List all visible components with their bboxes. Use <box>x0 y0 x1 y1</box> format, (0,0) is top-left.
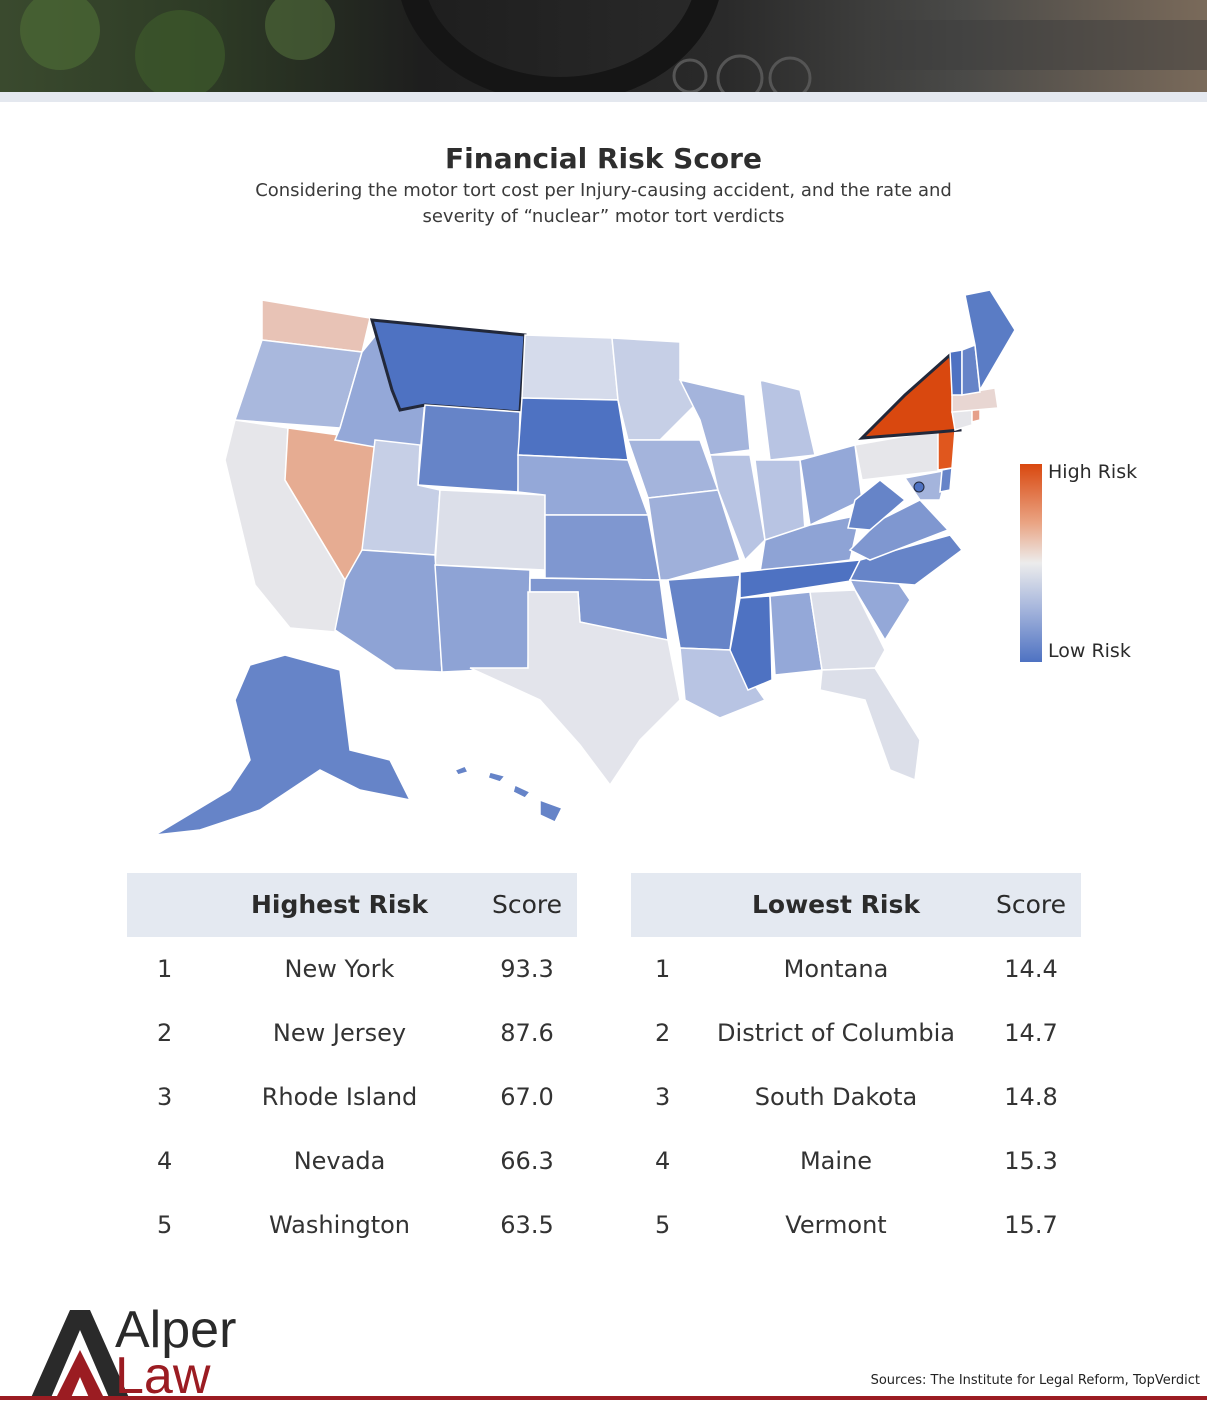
state-georgia <box>809 589 886 671</box>
rank-cell: 3 <box>157 1083 173 1111</box>
state-texas <box>469 591 681 787</box>
chart-title: Financial Risk Score <box>445 142 762 175</box>
score-cell: 93.3 <box>500 955 554 983</box>
state-arizona <box>334 549 443 673</box>
lowest-risk-header-score: Score <box>995 890 1067 919</box>
state-cell: New Jersey <box>272 1019 407 1047</box>
table-row: 3 Rhode Island 67.0 <box>127 1065 577 1129</box>
state-missouri <box>647 489 741 581</box>
table-row: 2 New Jersey 87.6 <box>127 1001 577 1065</box>
state-south-dakota <box>517 397 629 461</box>
lowest-risk-header-label: Lowest Risk <box>751 890 921 919</box>
state-montana <box>369 318 527 414</box>
state-louisiana <box>679 647 767 719</box>
state-cell: South Dakota <box>754 1083 918 1111</box>
highest-risk-header-label: Highest Risk <box>250 890 428 919</box>
score-cell: 14.7 <box>1004 1019 1058 1047</box>
legend-color-scale <box>1020 464 1042 662</box>
table-row: 5 Vermont 15.7 <box>631 1193 1081 1257</box>
state-new-jersey <box>937 429 956 471</box>
state-cell: Rhode Island <box>261 1083 418 1111</box>
highest-risk-table-header: Highest Risk Score <box>127 873 577 937</box>
legend-high-label: High Risk <box>1048 461 1138 483</box>
table-row: 5 Washington 63.5 <box>127 1193 577 1257</box>
subtitle-line-1: Considering the motor tort cost per Inju… <box>255 180 952 201</box>
state-minnesota <box>611 337 702 441</box>
district-of-columbia-marker <box>913 481 925 493</box>
state-michigan <box>759 379 816 461</box>
state-illinois <box>709 454 766 562</box>
state-cell: New York <box>284 955 395 983</box>
logo-text-law: Law <box>115 1347 211 1405</box>
table-row: 3 South Dakota 14.8 <box>631 1065 1081 1129</box>
state-cell: Washington <box>268 1211 411 1239</box>
state-new-york <box>858 352 962 440</box>
state-arkansas <box>667 574 741 651</box>
state-wyoming <box>417 404 521 493</box>
lowest-risk-table-header: Lowest Risk Score <box>631 873 1081 937</box>
rank-cell: 2 <box>655 1019 671 1047</box>
rank-cell: 1 <box>655 955 671 983</box>
state-vermont <box>949 349 963 396</box>
state-cell: Vermont <box>785 1211 887 1239</box>
state-west-virginia <box>847 479 907 531</box>
state-kansas <box>544 514 661 581</box>
alper-law-logo-mark <box>30 1310 130 1400</box>
state-colorado <box>434 489 546 571</box>
score-cell: 63.5 <box>500 1211 554 1239</box>
table-row: 4 Maine 15.3 <box>631 1129 1081 1193</box>
score-cell: 66.3 <box>500 1147 554 1175</box>
rank-cell: 5 <box>655 1211 671 1239</box>
table-row: 1 New York 93.3 <box>127 937 577 1001</box>
state-cell: Nevada <box>293 1147 386 1175</box>
chart-subtitle: Considering the motor tort cost per Inju… <box>230 178 977 230</box>
lowest-risk-table: Lowest Risk Score 1 Montana 14.4 2 Distr… <box>631 873 1081 1257</box>
table-row: 2 District of Columbia 14.7 <box>631 1001 1081 1065</box>
hero-photo <box>0 0 1207 92</box>
state-florida <box>819 667 921 782</box>
dashboard-image <box>20 0 1207 92</box>
highest-risk-table: Highest Risk Score 1 New York 93.3 2 New… <box>127 873 577 1257</box>
rank-cell: 2 <box>157 1019 173 1047</box>
hero-strip <box>0 92 1207 102</box>
state-wisconsin <box>678 378 751 456</box>
score-cell: 15.3 <box>1004 1147 1058 1175</box>
state-new-hampshire <box>961 343 981 396</box>
table-row: 4 Nevada 66.3 <box>127 1129 577 1193</box>
state-north-carolina <box>848 534 964 586</box>
rank-cell: 3 <box>655 1083 671 1111</box>
rank-cell: 1 <box>157 955 173 983</box>
state-new-mexico <box>434 564 531 673</box>
state-cell: District of Columbia <box>717 1019 955 1047</box>
state-maine <box>964 289 1016 393</box>
state-oregon <box>233 339 363 429</box>
score-cell: 67.0 <box>500 1083 554 1111</box>
state-mississippi <box>729 595 773 691</box>
state-maryland <box>903 469 950 501</box>
sources-note: Sources: The Institute for Legal Reform,… <box>870 1373 1200 1388</box>
rank-cell: 5 <box>157 1211 173 1239</box>
score-cell: 15.7 <box>1004 1211 1058 1239</box>
state-kentucky <box>759 514 861 573</box>
table-row: 1 Montana 14.4 <box>631 937 1081 1001</box>
state-alaska <box>154 654 412 836</box>
us-choropleth-map <box>154 289 1016 836</box>
rank-cell: 4 <box>655 1147 671 1175</box>
state-north-dakota <box>521 334 619 401</box>
score-cell: 14.4 <box>1004 955 1058 983</box>
state-delaware <box>939 467 953 493</box>
rank-cell: 4 <box>157 1147 173 1175</box>
state-cell: Maine <box>799 1147 873 1175</box>
bottom-accent-line <box>0 1396 1207 1400</box>
score-cell: 14.8 <box>1004 1083 1058 1111</box>
legend-low-label: Low Risk <box>1048 640 1131 662</box>
score-cell: 87.6 <box>500 1019 554 1047</box>
highest-risk-header-score: Score <box>491 890 563 919</box>
state-iowa <box>626 439 720 499</box>
logo-text-alper: Alper <box>115 1301 237 1359</box>
state-cell: Montana <box>783 955 889 983</box>
state-hawaii <box>453 765 564 823</box>
subtitle-line-2: severity of “nuclear” motor tort verdict… <box>422 206 785 227</box>
